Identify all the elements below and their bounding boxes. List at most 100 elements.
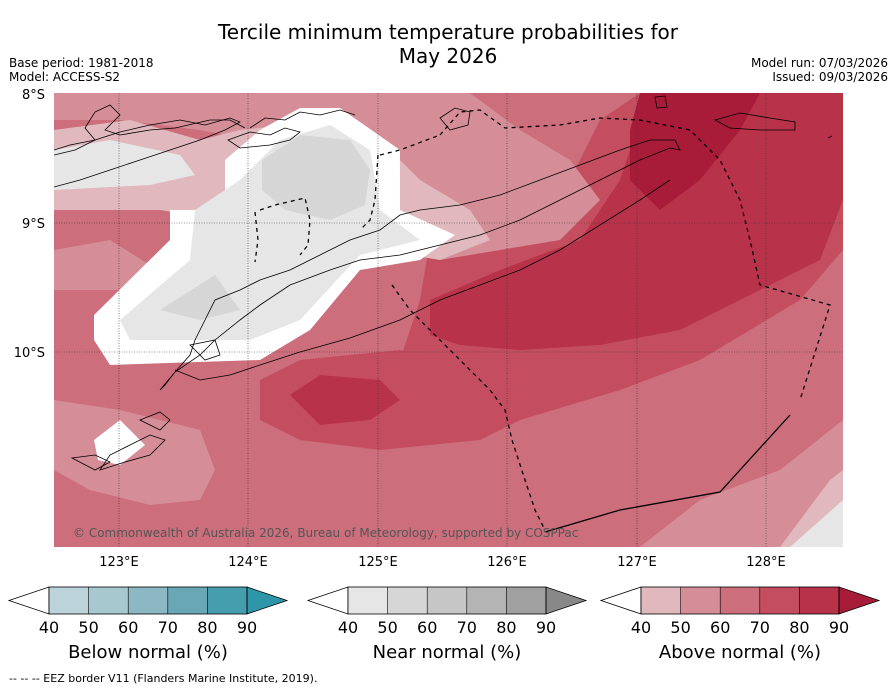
- colorbar-outline: [48, 586, 248, 615]
- colorbar-segment: [128, 587, 168, 614]
- colorbar-segment: [799, 587, 839, 614]
- colorbar-above: 40 50 60 70 80 90 Above normal (%): [599, 586, 881, 663]
- coast-sawu: [70, 454, 111, 471]
- eez-line-east: [439, 109, 831, 401]
- eez-line-south: [391, 284, 546, 531]
- colorbar-tick-label: 90: [536, 618, 556, 637]
- lon-label-124e: 124°E: [228, 555, 268, 570]
- colorbar-segment: [506, 587, 546, 614]
- eez-border: [254, 109, 831, 531]
- colorbar-tick-label: 90: [829, 618, 849, 637]
- coast-timor-south: [174, 179, 671, 381]
- colorbar-tick-label: 80: [197, 618, 217, 637]
- colorbar-label: Above normal (%): [659, 642, 821, 663]
- colorbar-below: 40 50 60 70 80 90 Below normal (%): [7, 586, 289, 663]
- colorbar-segment: [348, 587, 388, 614]
- title-line-1: Tercile minimum temperature probabilitie…: [217, 20, 679, 44]
- lat-label-10s: 10°S: [14, 346, 45, 361]
- coast-islet: [827, 135, 833, 139]
- copyright-text: © Commonwealth of Australia 2026, Bureau…: [73, 526, 578, 540]
- colorbar-segment: [427, 587, 467, 614]
- colorbar-segment: [88, 587, 129, 614]
- border-solid: [544, 414, 791, 533]
- colorbar-extend-low: [7, 586, 50, 615]
- coast-flores: [54, 117, 241, 188]
- coastlines: [54, 95, 833, 471]
- field-near-se: [790, 500, 843, 547]
- colorbar-tick-label: 50: [670, 618, 690, 637]
- lat-labels: 8°S 9°S 10°S: [14, 88, 45, 361]
- graticule: [54, 93, 843, 547]
- colorbar-tick-label: 60: [710, 618, 730, 637]
- colorbar-segment: [207, 587, 247, 614]
- field-near-50: [262, 135, 370, 220]
- field-above-90: [630, 93, 760, 210]
- lon-labels: 123°E 124°E 125°E 126°E 127°E 128°E: [99, 555, 786, 570]
- colorbar-tick-label: 80: [496, 618, 516, 637]
- colorbar-outline: [347, 586, 547, 615]
- colorbar-tick-label: 50: [377, 618, 397, 637]
- eez-line-oecusse-w: [254, 211, 259, 263]
- eez-line-oecusse: [259, 197, 311, 256]
- lat-label-9s: 9°S: [22, 217, 45, 232]
- eez-line-nw: [379, 134, 441, 156]
- colorbars: 40 50 60 70 80 90 Below normal (%) 40 50 60 70 80 90…: [7, 586, 881, 663]
- field-above-50-se: [640, 420, 843, 547]
- field-above-50-w: [54, 240, 150, 290]
- lon-label-126e: 126°E: [487, 555, 527, 570]
- lon-label-127e: 127°E: [617, 555, 657, 570]
- colorbar-segment: [167, 587, 208, 614]
- coast-roti-south: [99, 434, 166, 471]
- model-name: Model: ACCESS-S2: [9, 70, 121, 84]
- coast-wetar: [439, 107, 471, 131]
- colorbar-extend-low: [306, 586, 349, 615]
- colorbar-tick-label: 60: [118, 618, 138, 637]
- colorbar-tick-label: 90: [237, 618, 257, 637]
- probability-field: [54, 93, 843, 547]
- colorbar-tick-label: 80: [789, 618, 809, 637]
- colorbar-label: Below normal (%): [68, 642, 228, 663]
- field-no-signal-sw: [94, 420, 145, 465]
- colorbar-segment: [466, 587, 507, 614]
- colorbar-tick-label: 40: [338, 618, 358, 637]
- title-line-2: May 2026: [398, 44, 498, 68]
- colorbar-extend-low: [599, 586, 642, 615]
- colorbar-tick-label: 40: [631, 618, 651, 637]
- coast-alor: [249, 109, 356, 129]
- lat-label-8s: 8°S: [22, 88, 45, 103]
- coast-island-n1: [654, 95, 668, 109]
- lon-label-128e: 128°E: [746, 555, 786, 570]
- coast-island-n2: [713, 112, 796, 131]
- colorbar-tick-label: 70: [750, 618, 770, 637]
- colorbar-segment: [720, 587, 760, 614]
- colorbar-tick-label: 40: [39, 618, 59, 637]
- coast-wetar-west: [227, 127, 301, 149]
- model-run: Model run: 07/03/2026: [750, 56, 888, 70]
- metadata-right: Model run: 07/03/2026 Issued: 09/03/2026: [751, 56, 888, 84]
- coast-flores-north: [54, 104, 246, 156]
- coast-rote: [139, 411, 171, 431]
- field-near-50-sw: [160, 275, 240, 320]
- colorbar-tick-label: 70: [457, 618, 477, 637]
- colorbar-label: Near normal (%): [373, 642, 522, 663]
- colorbar-segment: [680, 587, 721, 614]
- colorbar-tick-label: 60: [417, 618, 437, 637]
- colorbar-tick-label: 50: [78, 618, 98, 637]
- colorbar-near: 40 50 60 70 80 90 Near normal (%): [306, 586, 588, 663]
- coast-timor: [159, 139, 681, 391]
- colorbar-segment: [49, 587, 89, 614]
- colorbar-extend-high: [838, 586, 881, 615]
- coast-timor-tip: [189, 339, 221, 361]
- colorbar-segment: [387, 587, 428, 614]
- colorbar-extend-high: [246, 586, 289, 615]
- field-above-80: [430, 93, 843, 350]
- eez-legend: -- -- -- EEZ border V11 (Flanders Marine…: [9, 672, 318, 685]
- colorbar-segment: [641, 587, 681, 614]
- eez-line-north: [359, 154, 379, 231]
- lon-label-125e: 125°E: [358, 555, 398, 570]
- map-title: Tercile minimum temperature probabilitie…: [0, 20, 896, 68]
- field-above-80-south: [290, 375, 400, 425]
- colorbar-tick-label: 70: [158, 618, 178, 637]
- metadata-left: Base period: 1981-2018 Model: ACCESS-S2: [9, 56, 154, 84]
